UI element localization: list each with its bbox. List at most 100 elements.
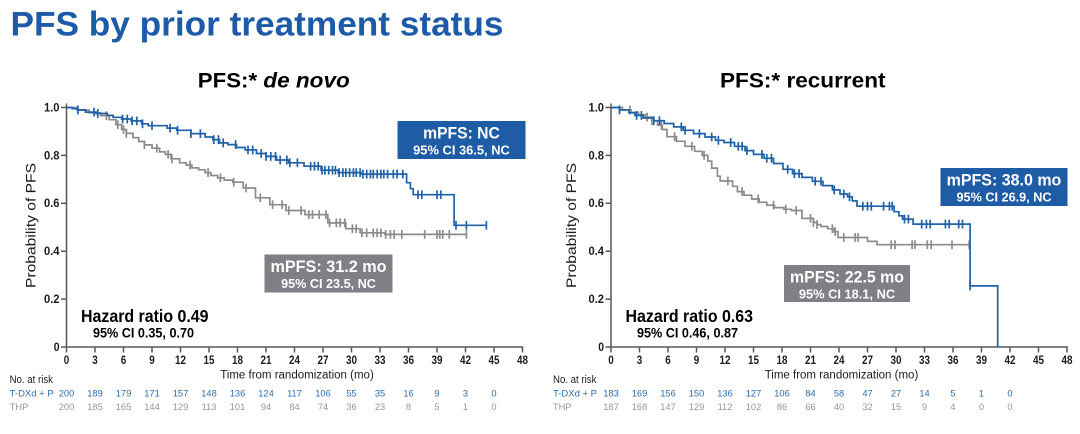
svg-text:0.6: 0.6 [589, 197, 605, 210]
svg-text:86: 86 [777, 402, 787, 412]
svg-text:23: 23 [375, 402, 385, 412]
svg-text:165: 165 [116, 402, 132, 412]
svg-text:5: 5 [950, 388, 955, 398]
svg-text:148: 148 [201, 388, 217, 398]
svg-text:171: 171 [144, 388, 160, 398]
svg-text:T-DXd + P: T-DXd + P [10, 388, 54, 398]
svg-text:95% CI 0.46, 0.87: 95% CI 0.46, 0.87 [637, 325, 738, 341]
svg-text:0.8: 0.8 [44, 149, 60, 162]
svg-text:6: 6 [665, 353, 671, 367]
svg-text:15: 15 [891, 402, 901, 412]
svg-text:PFS:* recurrent: PFS:* recurrent [720, 68, 886, 93]
svg-text:4: 4 [950, 402, 955, 412]
svg-text:39: 39 [976, 353, 987, 367]
svg-text:30: 30 [346, 353, 357, 367]
svg-text:24: 24 [289, 353, 300, 367]
svg-text:1.0: 1.0 [44, 101, 60, 114]
svg-text:0.4: 0.4 [44, 245, 60, 258]
svg-text:27: 27 [862, 353, 873, 367]
svg-text:32: 32 [862, 402, 872, 412]
svg-text:5: 5 [434, 402, 439, 412]
svg-text:95% CI 26.9, NC: 95% CI 26.9, NC [957, 190, 1052, 205]
svg-text:183: 183 [603, 388, 619, 398]
svg-text:24: 24 [834, 353, 845, 367]
svg-text:6: 6 [121, 353, 127, 367]
svg-text:PFS by prior treatment status: PFS by prior treatment status [11, 5, 504, 43]
svg-text:Time from randomization (mo): Time from randomization (mo) [765, 370, 919, 382]
svg-text:136: 136 [717, 388, 733, 398]
svg-text:74: 74 [318, 402, 328, 412]
svg-text:33: 33 [375, 353, 386, 367]
svg-text:84: 84 [289, 402, 299, 412]
svg-text:PFS:* de novo: PFS:* de novo [198, 68, 350, 93]
svg-text:0: 0 [1007, 402, 1012, 412]
svg-text:mPFS: 31.2 mo: mPFS: 31.2 mo [271, 257, 387, 276]
svg-text:0.2: 0.2 [589, 293, 605, 306]
svg-text:9: 9 [149, 353, 155, 367]
svg-text:156: 156 [660, 388, 676, 398]
svg-text:mPFS: 22.5 mo: mPFS: 22.5 mo [790, 268, 904, 287]
svg-text:36: 36 [403, 353, 414, 367]
svg-text:144: 144 [144, 402, 160, 412]
svg-text:113: 113 [202, 402, 217, 412]
svg-text:0: 0 [608, 353, 614, 367]
svg-text:95% CI 23.5, NC: 95% CI 23.5, NC [281, 276, 376, 291]
svg-text:200: 200 [59, 388, 75, 398]
svg-text:185: 185 [87, 402, 103, 412]
svg-text:187: 187 [603, 402, 619, 412]
svg-text:No. at risk: No. at risk [553, 374, 597, 386]
svg-text:21: 21 [805, 353, 816, 367]
svg-text:36: 36 [346, 402, 356, 412]
svg-text:0: 0 [491, 388, 496, 398]
svg-text:189: 189 [87, 388, 103, 398]
svg-text:0: 0 [979, 402, 984, 412]
svg-text:47: 47 [862, 388, 872, 398]
svg-text:12: 12 [720, 353, 731, 367]
svg-text:106: 106 [774, 388, 790, 398]
svg-text:0.6: 0.6 [44, 197, 60, 210]
svg-text:1.0: 1.0 [589, 101, 605, 114]
svg-text:0.2: 0.2 [44, 293, 60, 306]
svg-text:8: 8 [406, 402, 411, 412]
svg-text:39: 39 [432, 353, 443, 367]
svg-text:179: 179 [116, 388, 132, 398]
svg-text:18: 18 [232, 353, 243, 367]
svg-text:42: 42 [1005, 353, 1016, 367]
svg-text:14: 14 [919, 388, 929, 398]
svg-text:15: 15 [748, 353, 759, 367]
svg-text:9: 9 [694, 353, 700, 367]
svg-text:15: 15 [204, 353, 215, 367]
svg-text:58: 58 [834, 388, 844, 398]
svg-text:Probability of PFS: Probability of PFS [564, 163, 579, 288]
svg-text:12: 12 [175, 353, 186, 367]
svg-text:112: 112 [718, 402, 733, 412]
svg-text:42: 42 [460, 353, 471, 367]
svg-text:16: 16 [403, 388, 413, 398]
svg-text:27: 27 [318, 353, 329, 367]
svg-text:1: 1 [463, 402, 468, 412]
svg-text:0: 0 [54, 341, 60, 354]
svg-text:0: 0 [1007, 388, 1012, 398]
svg-text:106: 106 [315, 388, 331, 398]
svg-text:147: 147 [660, 402, 676, 412]
svg-text:T-DXd + P: T-DXd + P [553, 388, 597, 398]
svg-text:48: 48 [517, 353, 528, 367]
svg-text:mPFS: 38.0 mo: mPFS: 38.0 mo [947, 171, 1062, 190]
svg-text:117: 117 [287, 388, 302, 398]
svg-text:124: 124 [258, 388, 274, 398]
svg-text:66: 66 [805, 402, 815, 412]
svg-text:157: 157 [173, 388, 189, 398]
svg-text:136: 136 [230, 388, 246, 398]
svg-text:200: 200 [59, 402, 75, 412]
svg-text:0: 0 [64, 353, 70, 367]
svg-text:9: 9 [434, 388, 439, 398]
svg-text:129: 129 [689, 402, 705, 412]
svg-text:Probability of PFS: Probability of PFS [24, 163, 39, 288]
svg-text:3: 3 [463, 388, 468, 398]
svg-text:95% CI 0.35, 0.70: 95% CI 0.35, 0.70 [93, 325, 194, 341]
svg-text:0.4: 0.4 [589, 245, 605, 258]
svg-text:55: 55 [346, 388, 356, 398]
svg-text:129: 129 [173, 402, 189, 412]
svg-text:3: 3 [637, 353, 643, 367]
svg-text:150: 150 [689, 388, 705, 398]
